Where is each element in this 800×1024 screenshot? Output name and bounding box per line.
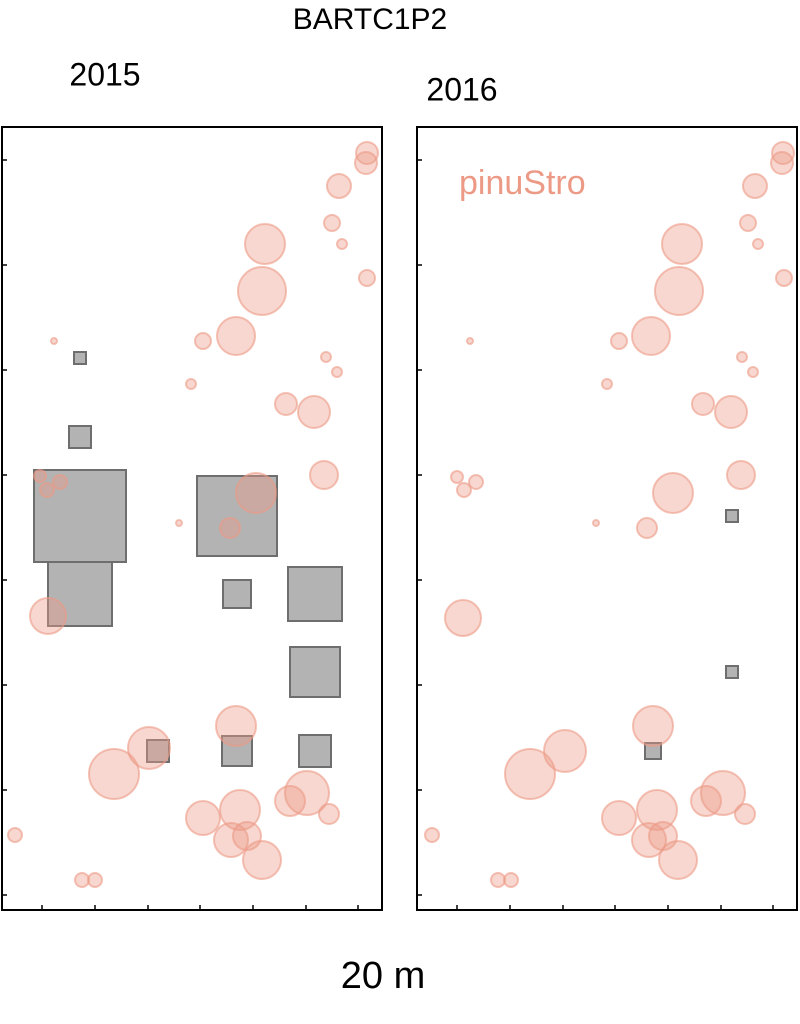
square-marker — [298, 734, 332, 768]
tree-marker — [127, 726, 171, 770]
tree-marker — [88, 748, 140, 800]
tree-marker — [354, 151, 378, 175]
square-marker — [68, 425, 92, 449]
tree-marker — [237, 266, 287, 316]
tree-marker — [466, 337, 474, 345]
x-axis-label: 20 m — [341, 955, 425, 997]
tree-marker — [690, 785, 722, 817]
tree-marker — [185, 378, 197, 390]
tree-marker — [714, 395, 748, 429]
tree-marker — [654, 266, 704, 316]
tree-marker — [490, 872, 506, 888]
tree-marker — [601, 800, 637, 836]
legend-label: pinuStro — [459, 164, 586, 202]
tree-marker — [244, 223, 286, 265]
square-marker — [222, 579, 252, 609]
tree-marker — [284, 770, 330, 816]
square-marker — [644, 742, 662, 760]
tree-marker — [326, 173, 352, 199]
tree-marker — [297, 395, 331, 429]
tree-marker — [219, 517, 241, 539]
tree-marker — [652, 472, 694, 514]
tree-marker — [450, 470, 464, 484]
tree-marker — [691, 392, 715, 416]
tree-marker — [504, 748, 556, 800]
tree-marker — [7, 827, 23, 843]
tree-marker — [592, 519, 600, 527]
tree-marker — [700, 770, 746, 816]
tree-marker — [503, 872, 519, 888]
square-marker — [725, 665, 739, 679]
tree-marker — [33, 469, 47, 483]
square-marker — [289, 646, 341, 698]
tree-marker — [242, 840, 282, 880]
tree-marker — [219, 789, 261, 831]
tree-marker — [747, 366, 759, 378]
chart-title: BARTC1P2 — [293, 3, 448, 36]
tree-marker — [52, 474, 68, 490]
tree-marker — [39, 482, 55, 498]
square-marker — [221, 735, 253, 767]
tree-marker — [775, 269, 793, 287]
tree-marker — [658, 840, 698, 880]
tree-marker — [543, 729, 587, 773]
panel-frame — [416, 126, 798, 911]
tree-marker — [601, 378, 613, 390]
panel-frame — [1, 126, 383, 911]
tree-marker — [323, 214, 341, 232]
tree-marker — [331, 366, 343, 378]
tree-marker — [734, 803, 756, 825]
tree-marker — [632, 705, 674, 747]
tree-marker — [631, 316, 671, 356]
tree-marker — [726, 460, 756, 490]
tree-marker — [739, 214, 757, 232]
tree-marker — [610, 332, 628, 350]
tree-marker — [444, 599, 482, 637]
tree-marker — [742, 173, 768, 199]
tree-marker — [50, 337, 58, 345]
square-marker — [725, 509, 739, 523]
tree-marker — [274, 392, 298, 416]
tree-marker — [770, 151, 794, 175]
panel-title: 2015 — [69, 56, 140, 92]
tree-marker — [194, 332, 212, 350]
tree-marker — [424, 827, 440, 843]
tree-marker — [752, 238, 764, 250]
tree-marker — [216, 316, 256, 356]
tree-marker — [235, 472, 277, 514]
tree-marker — [661, 223, 703, 265]
panel-title: 2016 — [426, 71, 497, 107]
square-marker — [73, 351, 87, 365]
tree-marker — [74, 872, 90, 888]
square-marker — [47, 561, 113, 627]
tree-marker — [175, 519, 183, 527]
tree-marker — [736, 351, 748, 363]
square-marker — [33, 469, 127, 563]
tree-marker — [636, 789, 678, 831]
tree-marker — [87, 872, 103, 888]
tree-marker — [185, 800, 221, 836]
tree-marker — [358, 269, 376, 287]
tree-marker — [468, 474, 484, 490]
square-marker — [287, 566, 343, 622]
tree-marker — [309, 460, 339, 490]
tree-marker — [336, 238, 348, 250]
tree-marker — [636, 517, 658, 539]
tree-marker — [29, 597, 67, 635]
tree-marker — [274, 785, 306, 817]
tree-marker — [318, 803, 340, 825]
tree-marker — [320, 351, 332, 363]
tree-marker — [456, 482, 472, 498]
tree-marker — [215, 705, 257, 747]
